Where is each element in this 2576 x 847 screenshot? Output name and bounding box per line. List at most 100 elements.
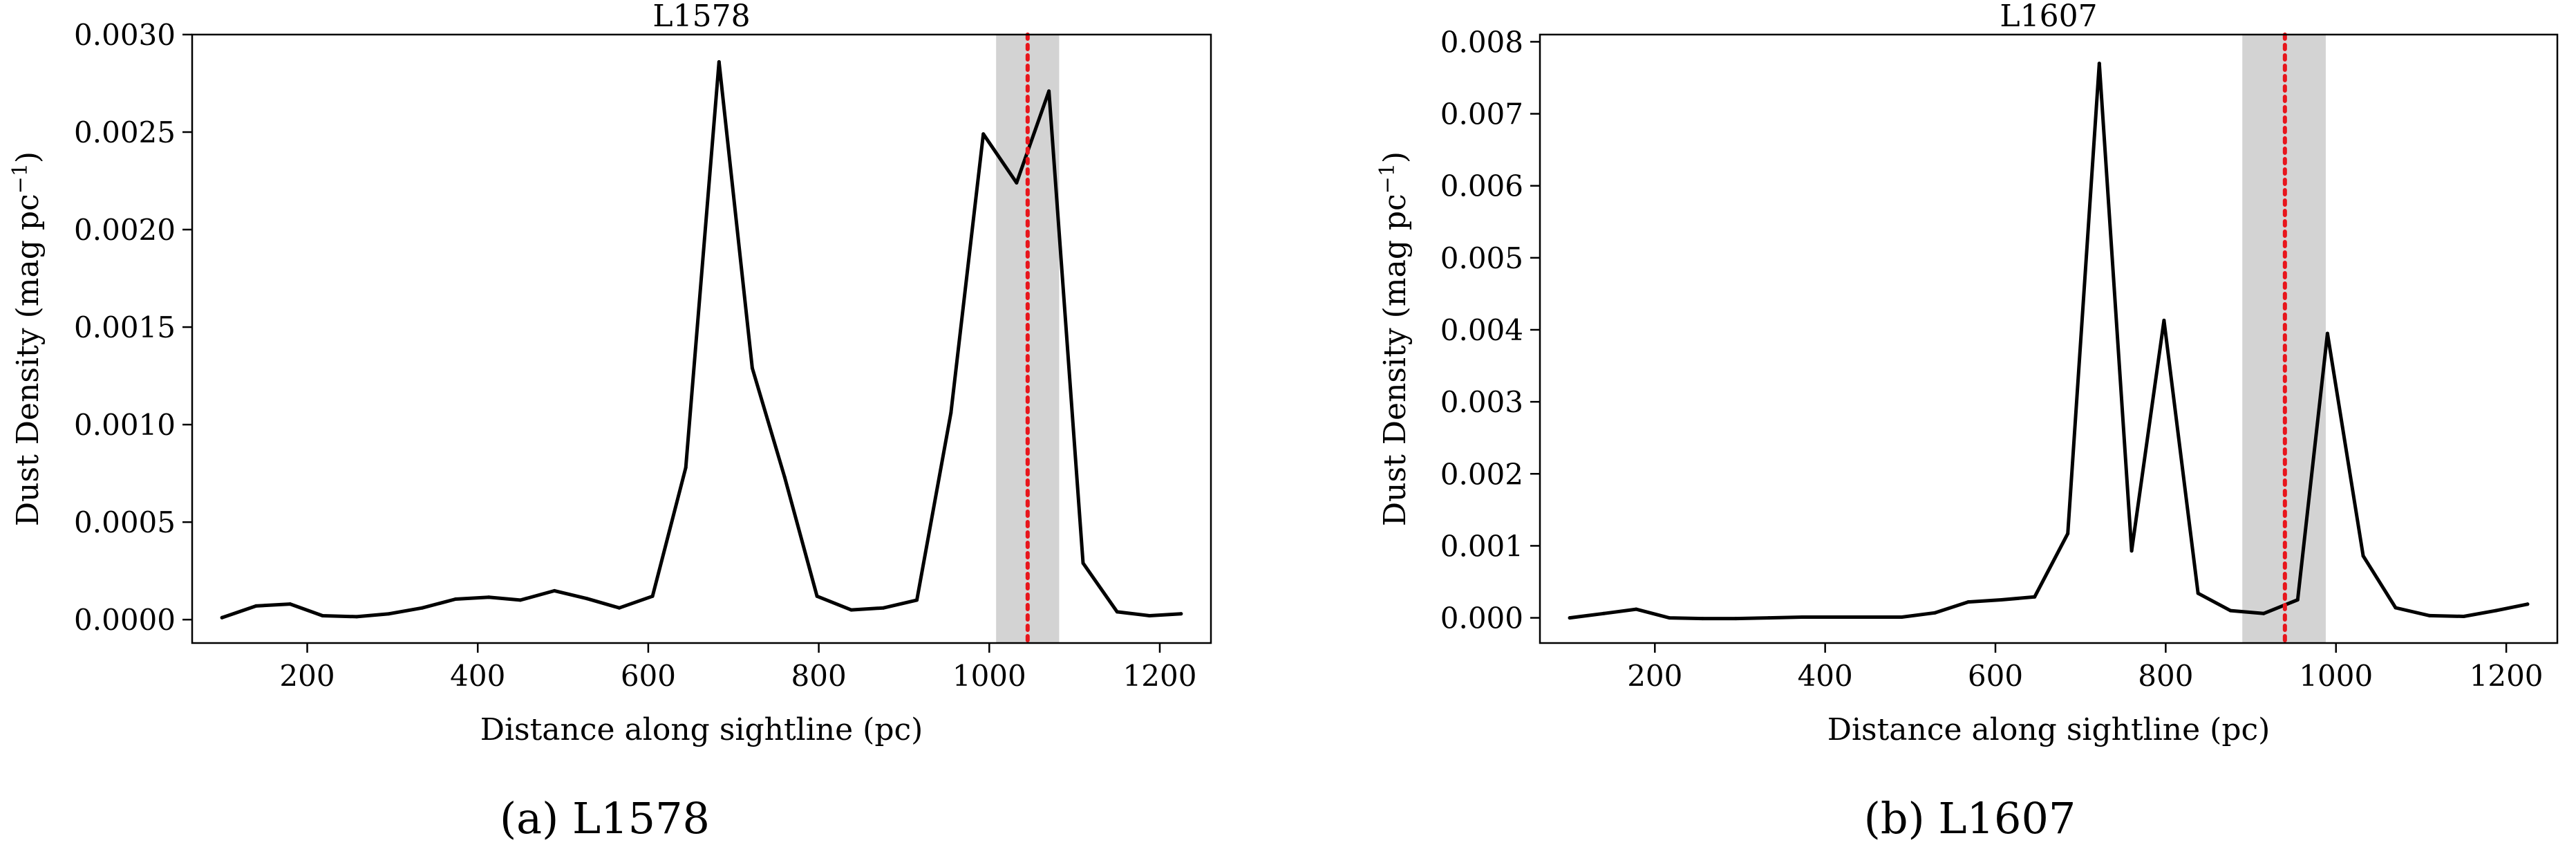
y-axis-label-close: ) bbox=[10, 151, 46, 163]
x-tick-label: 600 bbox=[1968, 659, 2023, 693]
data-point bbox=[518, 598, 523, 602]
data-point bbox=[1966, 600, 1971, 604]
data-point bbox=[1081, 561, 1085, 565]
data-point bbox=[2361, 554, 2365, 558]
data-point bbox=[1867, 615, 1870, 619]
data-point bbox=[815, 594, 819, 598]
data-point bbox=[981, 132, 986, 136]
x-tick-label: 200 bbox=[279, 659, 335, 693]
data-point bbox=[2162, 318, 2166, 322]
y-tick-label: 0.0000 bbox=[74, 603, 176, 637]
data-point bbox=[1767, 616, 1771, 620]
y-tick-label: 0.002 bbox=[1440, 457, 1523, 491]
y-axis-label: Dust Density (mag pc−1) bbox=[8, 151, 46, 526]
x-axis-label: Distance along sightline (pc) bbox=[1827, 712, 2271, 747]
data-point bbox=[1634, 607, 1638, 611]
data-point bbox=[750, 366, 754, 370]
chart-title: L1578 bbox=[652, 0, 750, 34]
data-point bbox=[1047, 89, 1051, 93]
data-point bbox=[1833, 615, 1837, 619]
data-point bbox=[453, 597, 458, 601]
y-tick-label: 0.0030 bbox=[74, 18, 176, 52]
data-point bbox=[2000, 598, 2004, 602]
data-point bbox=[915, 598, 919, 602]
y-tick-label: 0.0010 bbox=[74, 408, 176, 442]
y-tick-label: 0.003 bbox=[1440, 385, 1523, 419]
data-point bbox=[2228, 608, 2232, 613]
data-point bbox=[1900, 615, 1903, 619]
x-tick-label: 1200 bbox=[1123, 659, 1197, 693]
subfigure-caption: (a) L1578 bbox=[500, 793, 710, 844]
data-point bbox=[254, 604, 258, 608]
data-point bbox=[650, 594, 655, 598]
data-point bbox=[1568, 616, 1572, 620]
data-point bbox=[1933, 611, 1937, 615]
data-point bbox=[684, 465, 688, 469]
data-point bbox=[1700, 617, 1704, 621]
data-point bbox=[387, 612, 391, 616]
subfigure-caption: (b) L1607 bbox=[1864, 793, 2076, 844]
y-axis-label-exponent: −1 bbox=[1375, 163, 1400, 194]
dust-density-line bbox=[220, 60, 1183, 620]
data-point bbox=[2130, 549, 2134, 553]
x-tick-label: 400 bbox=[1798, 659, 1853, 693]
x-tick-label: 200 bbox=[1627, 659, 1682, 693]
chart-panel-1: 200 400 600 800 1000 1200 0.0000 0.0005 0.0010 0.… bbox=[8, 0, 1212, 844]
y-tick-label: 0.008 bbox=[1440, 25, 1523, 59]
data-point bbox=[2462, 615, 2465, 618]
data-point bbox=[2394, 606, 2398, 610]
y-axis-label-text: Dust Density (mag pc bbox=[10, 194, 46, 526]
data-point bbox=[2033, 595, 2037, 599]
y-tick-label: 0.006 bbox=[1440, 169, 1523, 203]
x-tick-label: 600 bbox=[621, 659, 676, 693]
x-tick-label: 800 bbox=[791, 659, 847, 693]
y-tick-label: 0.004 bbox=[1440, 313, 1523, 347]
data-point bbox=[782, 475, 787, 479]
data-point bbox=[420, 606, 424, 610]
data-point bbox=[220, 615, 224, 620]
data-point bbox=[2066, 532, 2070, 536]
data-point bbox=[1800, 615, 1804, 619]
y-axis-label-close: ) bbox=[1378, 151, 1413, 163]
data-point bbox=[1667, 616, 1671, 620]
y-axis-label-text: Dust Density (mag pc bbox=[1378, 194, 1413, 526]
data-point bbox=[2295, 598, 2300, 602]
dust-density-line bbox=[1568, 62, 2530, 621]
chart-title: L1607 bbox=[2000, 0, 2097, 34]
data-point bbox=[1179, 612, 1183, 616]
axes-frame bbox=[1539, 33, 2559, 644]
data-point bbox=[849, 608, 853, 612]
data-point bbox=[949, 411, 953, 415]
data-point bbox=[617, 606, 621, 610]
data-point bbox=[1015, 180, 1019, 185]
data-point bbox=[2325, 331, 2329, 335]
data-point bbox=[2097, 62, 2101, 66]
y-tick-label: 0.0020 bbox=[74, 213, 176, 247]
y-tick-label: 0.0015 bbox=[74, 310, 176, 344]
y-tick-label: 0.005 bbox=[1440, 241, 1523, 275]
data-point bbox=[288, 602, 292, 606]
data-point bbox=[717, 60, 721, 64]
x-tick-label: 1000 bbox=[2299, 659, 2373, 693]
y-axis-label-exponent: −1 bbox=[8, 163, 32, 194]
x-axis-label: Distance along sightline (pc) bbox=[480, 712, 923, 747]
data-point bbox=[321, 614, 325, 617]
data-point bbox=[552, 588, 556, 593]
x-tick-label: 1200 bbox=[2470, 659, 2544, 693]
x-tick-label: 800 bbox=[2138, 659, 2193, 693]
data-point bbox=[881, 606, 885, 610]
y-tick-label: 0.001 bbox=[1440, 529, 1523, 563]
y-axis-label: Dust Density (mag pc−1) bbox=[1375, 151, 1413, 526]
y-tick-label: 0.0025 bbox=[74, 115, 176, 149]
axes-frame bbox=[191, 33, 1212, 644]
data-point bbox=[1733, 617, 1738, 621]
data-point bbox=[2196, 591, 2200, 595]
y-tick-label: 0.007 bbox=[1440, 97, 1523, 131]
data-point bbox=[2262, 611, 2266, 615]
y-tick-label: 0.0005 bbox=[74, 505, 176, 539]
data-point bbox=[2526, 602, 2530, 606]
data-point bbox=[487, 595, 491, 599]
data-point bbox=[2494, 608, 2498, 613]
